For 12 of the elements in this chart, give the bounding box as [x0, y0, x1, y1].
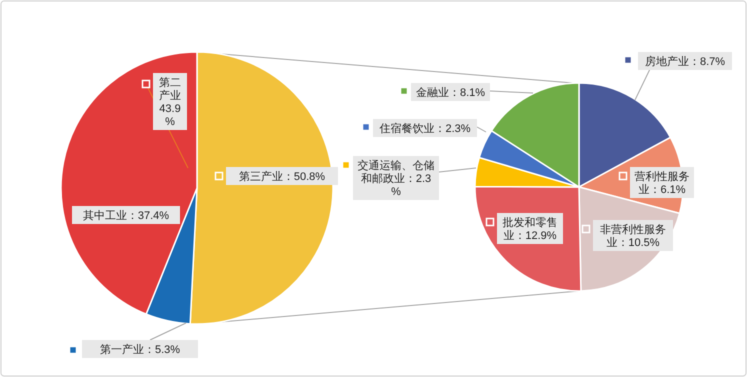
legend-label: 住宿餐饮业：2.3%: [379, 122, 471, 135]
legend-label: 非营利性服务业：10.5%: [600, 223, 666, 249]
legend-label: 交通运输、仓储和邮政业：2.3%: [358, 159, 434, 198]
legend-label: 营利性服务业：6.1%: [634, 170, 690, 196]
legend-label: 第三产业：50.8%: [238, 170, 326, 183]
legend-label: 批发和零售业：12.9%: [502, 216, 558, 242]
data-label: 43.9%: [159, 103, 181, 128]
legend-label: 第一产业：5.3%: [100, 343, 180, 356]
legend-label: 金融业：8.1%: [416, 86, 486, 99]
text: 其中工业：37.4%: [82, 209, 170, 222]
legend-label: 房地产业：8.7%: [644, 55, 726, 68]
legend-label: 第二产业: [159, 77, 181, 102]
